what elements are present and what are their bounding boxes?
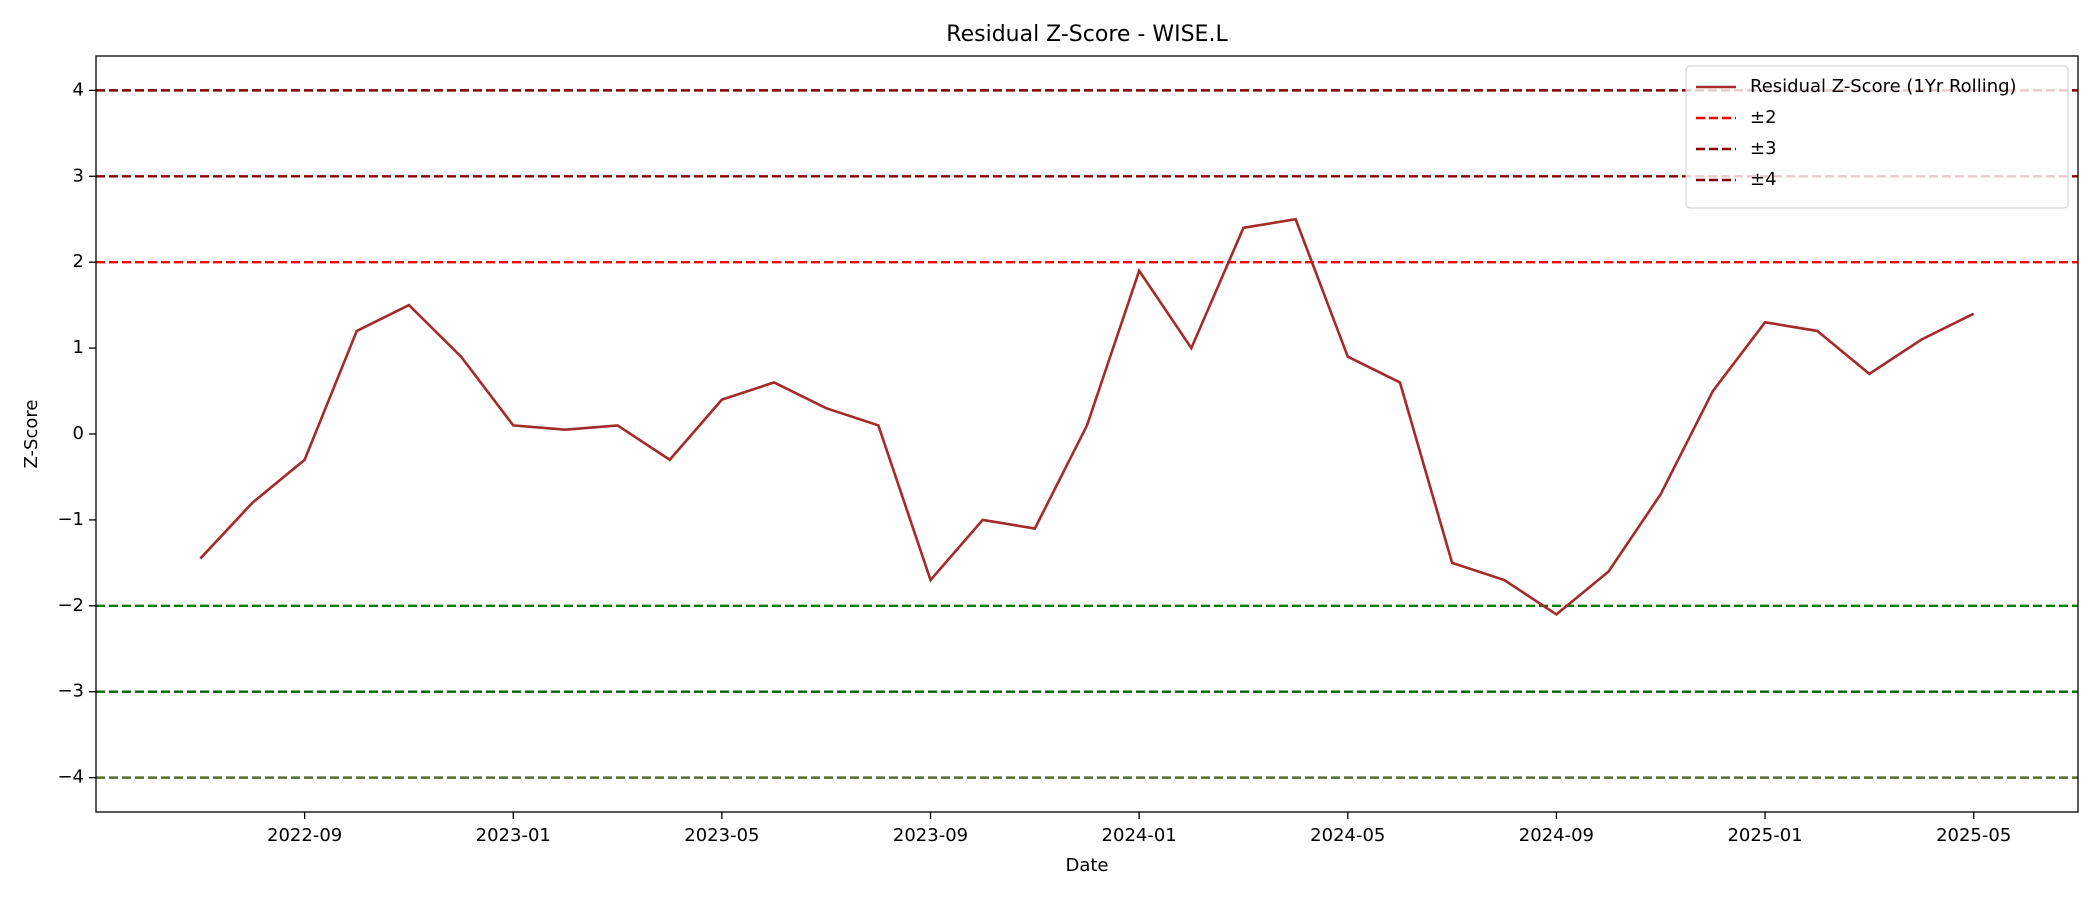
y-tick-label: −4 <box>57 767 84 788</box>
legend-label: ±4 <box>1750 169 1777 190</box>
plot-frame <box>95 55 2079 813</box>
y-tick-label: 0 <box>73 423 84 444</box>
x-tick-label: 2023-05 <box>684 825 759 846</box>
x-tick-label: 2023-09 <box>893 825 968 846</box>
y-tick-label: 1 <box>73 337 84 358</box>
legend-label: ±3 <box>1750 138 1777 159</box>
y-tick-label: −3 <box>57 681 84 702</box>
legend: Residual Z-Score (1Yr Rolling) ±2 ±3 ±4 <box>1685 65 2069 209</box>
chart-title: Residual Z-Score - WISE.L <box>946 22 1228 47</box>
legend-label: ±2 <box>1750 107 1777 128</box>
x-tick-label: 2023-01 <box>476 825 551 846</box>
y-tick-label: −1 <box>57 509 84 530</box>
x-tick-label: 2025-05 <box>1936 825 2011 846</box>
x-axis-label: Date <box>1065 855 1108 876</box>
x-tick-label: 2024-09 <box>1519 825 1594 846</box>
y-tick-label: −2 <box>57 595 84 616</box>
y-tick-label: 2 <box>73 251 84 272</box>
x-tick-label: 2024-01 <box>1102 825 1177 846</box>
y-axis-label: Z-Score <box>21 400 42 469</box>
x-tick-label: 2024-05 <box>1310 825 1385 846</box>
y-tick-label: 3 <box>73 165 84 186</box>
x-tick-label: 2025-01 <box>1727 825 1802 846</box>
data-line <box>199 217 1975 617</box>
legend-box <box>1685 65 2069 209</box>
x-tick-label: 2022-09 <box>267 825 342 846</box>
y-tick-label: 4 <box>73 79 84 100</box>
legend-label: Residual Z-Score (1Yr Rolling) <box>1750 76 2017 97</box>
